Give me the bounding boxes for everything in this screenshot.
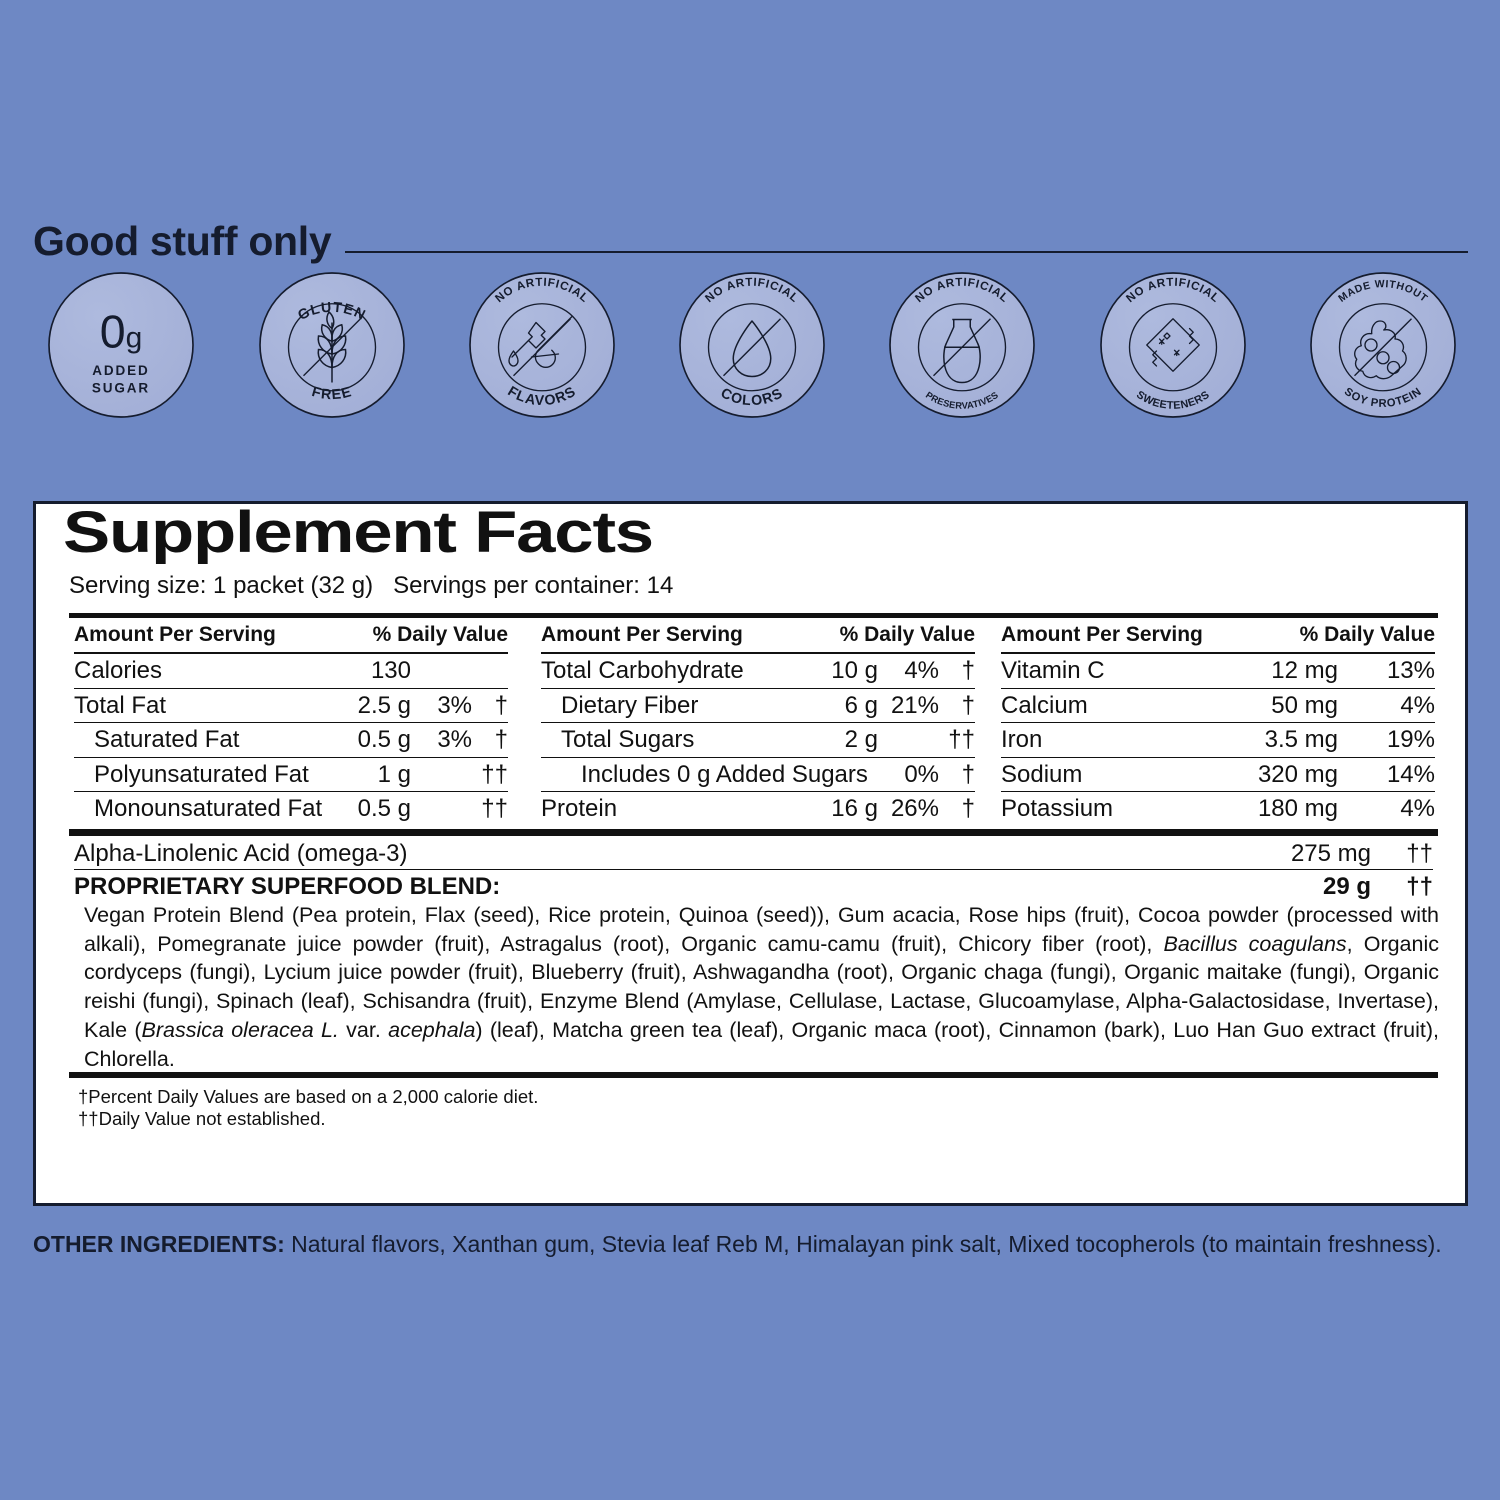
svg-text:SUGAR: SUGAR (92, 380, 150, 395)
svg-text:ADDED: ADDED (92, 363, 149, 378)
